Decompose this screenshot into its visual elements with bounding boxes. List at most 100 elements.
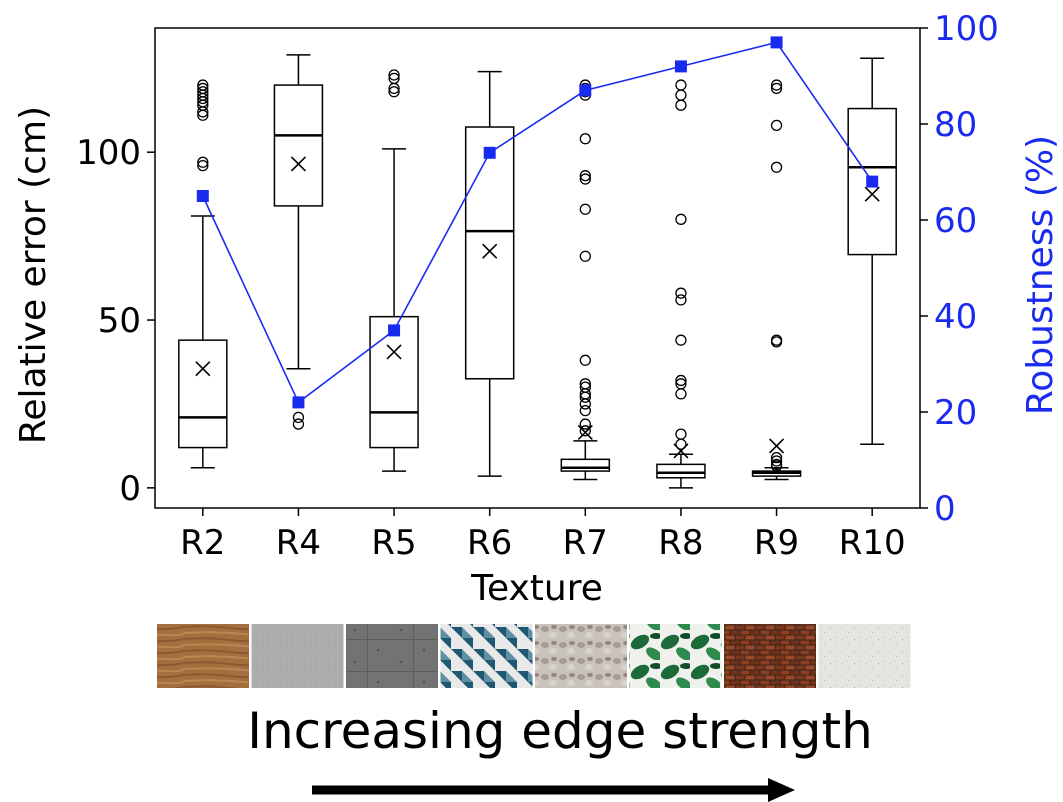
mean-marker — [768, 438, 785, 454]
mean-marker — [864, 186, 880, 202]
x-tick-label: R7 — [563, 523, 608, 563]
x-tick-label: R6 — [467, 523, 512, 563]
outlier-point — [770, 458, 783, 471]
x-tick-label: R5 — [371, 523, 416, 563]
robustness-point — [483, 146, 496, 159]
outlier-point — [292, 418, 305, 430]
y-right-tick-label: 60 — [934, 201, 977, 241]
x-axis-title: Texture — [470, 568, 603, 609]
outlier-point — [675, 374, 687, 387]
x-tick-label: R10 — [839, 523, 906, 563]
mean-marker — [195, 361, 211, 377]
box-iqr — [178, 339, 228, 449]
box-iqr — [464, 126, 515, 380]
y-right-tick-label: 20 — [934, 393, 977, 433]
plot-frame — [154, 27, 921, 509]
outlier-point — [675, 89, 687, 101]
outlier-point — [675, 79, 687, 91]
texture-swatch-plain-gray — [251, 624, 344, 688]
texture-swatch-geometric-teal — [440, 624, 533, 688]
outlier-point — [579, 133, 591, 145]
texture-swatch-pebbles — [535, 624, 627, 688]
robustness-point — [292, 396, 305, 409]
outlier-point — [675, 334, 687, 346]
robustness-point — [579, 84, 592, 97]
box-R8 — [656, 79, 706, 489]
outlier-point — [675, 294, 687, 306]
plot-area: 0 50 100 0 20 40 60 80 100 R2 R4 R5 R6 R7 R8 R9 R10 — [76, 9, 999, 563]
outlier-point — [388, 69, 400, 81]
outlier-point — [388, 86, 400, 98]
outlier-point — [675, 438, 687, 450]
outlier-point — [197, 86, 209, 98]
mean-marker — [482, 243, 498, 259]
y-tick-label: 100 — [76, 133, 141, 173]
outlier-point — [675, 287, 687, 299]
outlier-point — [770, 452, 783, 464]
box-R4 — [273, 54, 324, 430]
outlier-point — [388, 72, 400, 84]
outlier-point — [579, 425, 591, 437]
texture-swatch-concrete-gray — [346, 624, 438, 688]
x-tick-label: R8 — [658, 523, 703, 563]
outlier-point — [675, 99, 687, 111]
outlier-point — [197, 79, 209, 91]
texture-swatch-wood — [157, 624, 249, 688]
robustness-point — [388, 324, 401, 337]
box-R7 — [560, 79, 611, 481]
outlier-point — [197, 159, 209, 172]
outlier-point — [579, 203, 591, 215]
outlier-point — [579, 378, 591, 390]
outlier-point — [675, 388, 687, 400]
texture-swatch-brick — [724, 624, 816, 688]
outlier-point — [579, 405, 591, 417]
robustness-point — [866, 175, 879, 188]
outlier-point — [770, 82, 783, 95]
outlier-point — [770, 119, 783, 131]
outlier-point — [292, 411, 305, 424]
box-iqr — [369, 315, 419, 449]
box-iqr — [656, 463, 706, 479]
outlier-point — [770, 161, 783, 173]
outlier-point — [675, 213, 687, 225]
outlier-point — [579, 418, 591, 430]
x-tick-label: R9 — [754, 523, 799, 563]
outlier-point — [579, 381, 591, 393]
mean-marker — [290, 156, 307, 172]
y-right-tick-label: 100 — [934, 9, 999, 49]
outlier-point — [770, 455, 783, 467]
direction-arrow — [312, 778, 795, 802]
outlier-point — [197, 156, 209, 168]
outlier-point — [675, 428, 687, 440]
outlier-point — [770, 79, 783, 91]
box-R2 — [178, 79, 228, 469]
mean-marker — [386, 344, 402, 360]
texture-strip — [157, 624, 911, 688]
outlier-point — [579, 170, 591, 182]
outlier-point — [770, 334, 783, 346]
y-tick-label: 50 — [98, 301, 141, 341]
outlier-point — [579, 173, 591, 185]
robustness-point — [196, 190, 209, 202]
y-right-tick-label: 80 — [934, 105, 977, 145]
outlier-point — [197, 82, 209, 95]
box-R9 — [751, 79, 802, 481]
box-R10 — [847, 57, 897, 445]
y-tick-label: 0 — [119, 469, 141, 509]
robustness-line — [202, 41, 873, 404]
robustness-point — [674, 60, 687, 73]
texture-swatch-monstera-leaves — [629, 624, 722, 688]
box-R6 — [464, 70, 515, 477]
robustness-point — [770, 36, 783, 49]
y-right-tick-label: 0 — [934, 489, 956, 529]
box-iqr — [847, 107, 897, 256]
x-tick-label: R2 — [180, 523, 225, 563]
y-axis-right-title: Robustness (%) — [1020, 135, 1061, 415]
edge-strength-caption: Increasing edge strength — [247, 702, 873, 760]
outlier-point — [579, 250, 591, 262]
outlier-point — [675, 378, 687, 390]
y-right-tick-label: 40 — [934, 297, 977, 337]
box-iqr — [273, 84, 324, 207]
box-iqr — [560, 458, 611, 472]
